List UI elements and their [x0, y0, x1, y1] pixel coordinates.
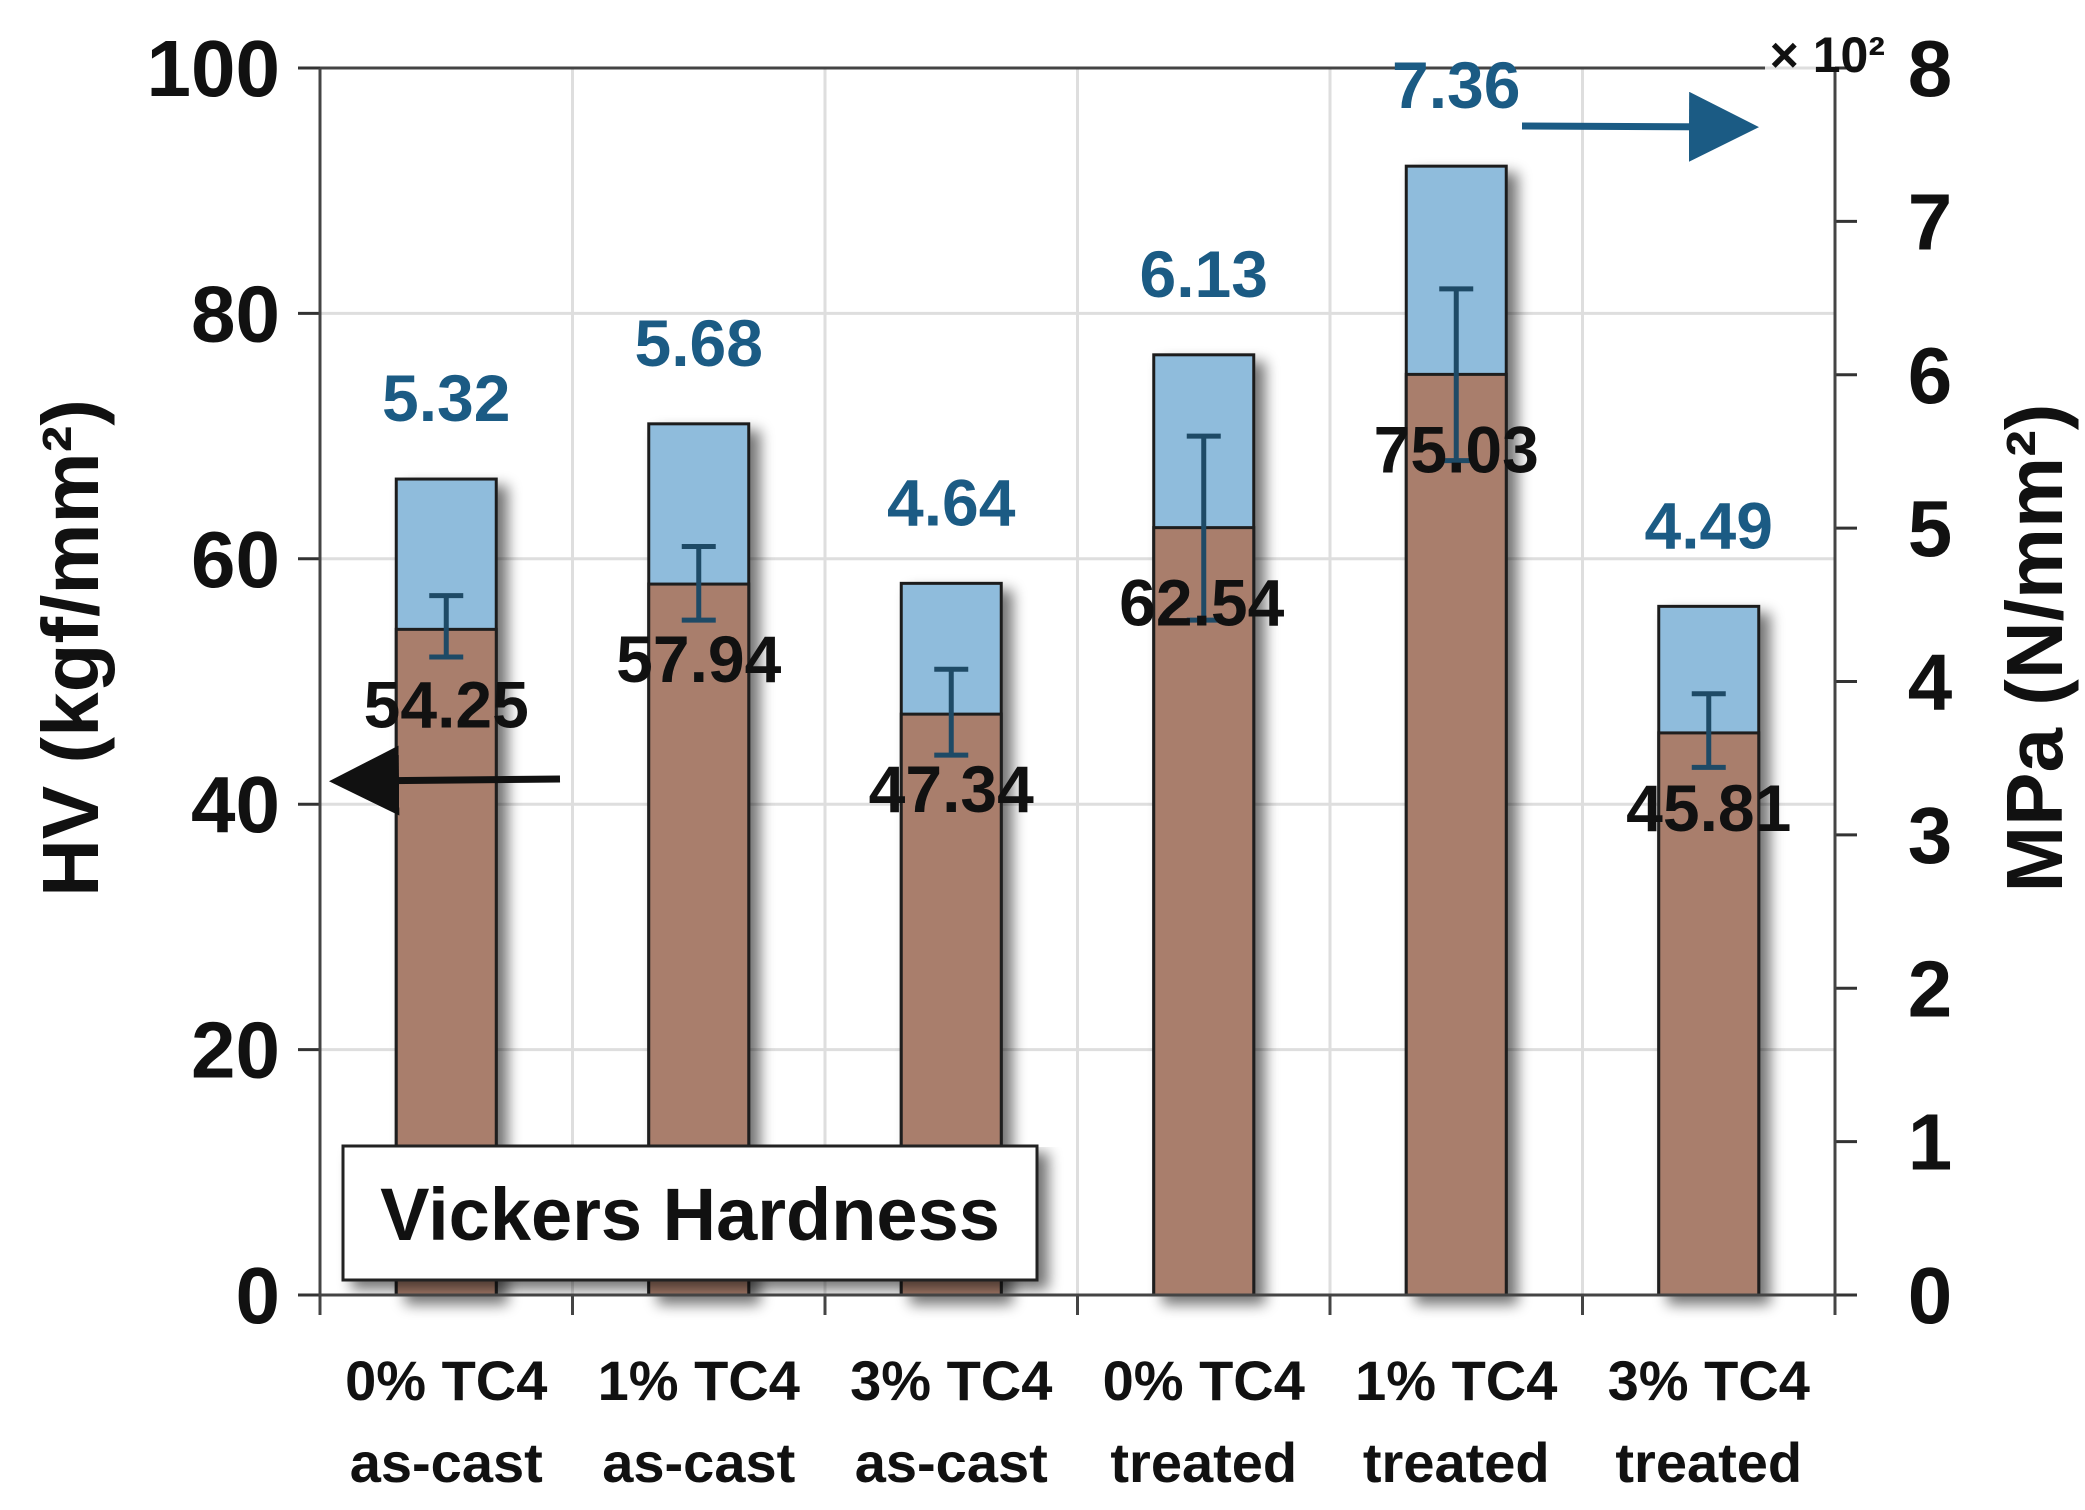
mpa-data-label: 7.36: [1392, 48, 1520, 122]
hv-bar: [1404, 372, 1508, 1297]
y2-tick-label: 4: [1908, 638, 1953, 727]
y2-tick-label: 8: [1908, 24, 1953, 113]
gridlines: [320, 66, 1835, 1295]
x-tick-label: 3% TC4: [1608, 1349, 1810, 1412]
y-tick-label: 40: [191, 760, 280, 849]
hv-data-label: 62.54: [1119, 566, 1284, 640]
x-tick-label: 1% TC4: [1355, 1349, 1557, 1412]
x-tick-label: treated: [1363, 1431, 1550, 1494]
mpa-data-label: 4.64: [887, 465, 1016, 539]
axes: 0 20 40 60 80 100 0 1 2 3 4 5 6 7 8 0% TC4 as-cast 1% TC4…: [147, 24, 1953, 1494]
x-tick-label: as-cast: [602, 1431, 795, 1494]
y2-multiplier: × 10²: [1770, 27, 1885, 83]
hv-data-label: 54.25: [364, 667, 529, 741]
x-tick-label: 0% TC4: [345, 1349, 547, 1412]
y2-tick-label: 1: [1908, 1098, 1953, 1187]
hv-data-label: 57.94: [616, 622, 781, 696]
y2-tick-label: 3: [1908, 791, 1953, 880]
x-tick-label: 1% TC4: [598, 1349, 800, 1412]
x-tick-label: as-cast: [350, 1431, 543, 1494]
x-tick-label: 0% TC4: [1103, 1349, 1305, 1412]
y2-tick-label: 7: [1908, 177, 1953, 266]
y2-tick-label: 0: [1908, 1251, 1953, 1340]
hv-data-label: 47.34: [869, 752, 1034, 826]
y-tick-label: 80: [191, 269, 280, 358]
legend-label: Vickers Hardness: [380, 1173, 1000, 1256]
y2-tick-label: 2: [1908, 944, 1953, 1033]
y-tick-label: 100: [147, 24, 280, 113]
x-tick-label: 3% TC4: [850, 1349, 1052, 1412]
hv-data-label: 45.81: [1626, 771, 1791, 845]
x-tick-label: treated: [1615, 1431, 1802, 1494]
x-tick-label: as-cast: [855, 1431, 1048, 1494]
mpa-data-label: 6.13: [1140, 237, 1268, 311]
mpa-data-label: 5.68: [635, 306, 763, 380]
mpa-data-label: 4.49: [1645, 488, 1773, 562]
y2-tick-label: 5: [1908, 484, 1953, 573]
y-tick-label: 20: [191, 1006, 280, 1095]
y-axis-title: HV (kgf/mm²): [26, 399, 115, 897]
y2-axis-title: MPa (N/mm²): [1990, 404, 2079, 893]
mpa-data-label: 5.32: [382, 361, 510, 435]
x-tick-label: treated: [1110, 1431, 1297, 1494]
y-tick-label: 0: [236, 1251, 281, 1340]
data-labels: 5.32 54.25 5.68 57.94 4.64 47.34 6.13 62.54 7.36…: [364, 48, 1792, 845]
hv-data-label: 75.03: [1374, 412, 1539, 486]
left-axis-arrow: [329, 745, 561, 816]
y-tick-label: 60: [191, 515, 280, 604]
y2-tick-label: 6: [1908, 331, 1953, 420]
hv-bar: [1152, 526, 1256, 1297]
right-axis-arrow: [1521, 91, 1759, 162]
legend: Vickers Hardness: [341, 1144, 1039, 1282]
